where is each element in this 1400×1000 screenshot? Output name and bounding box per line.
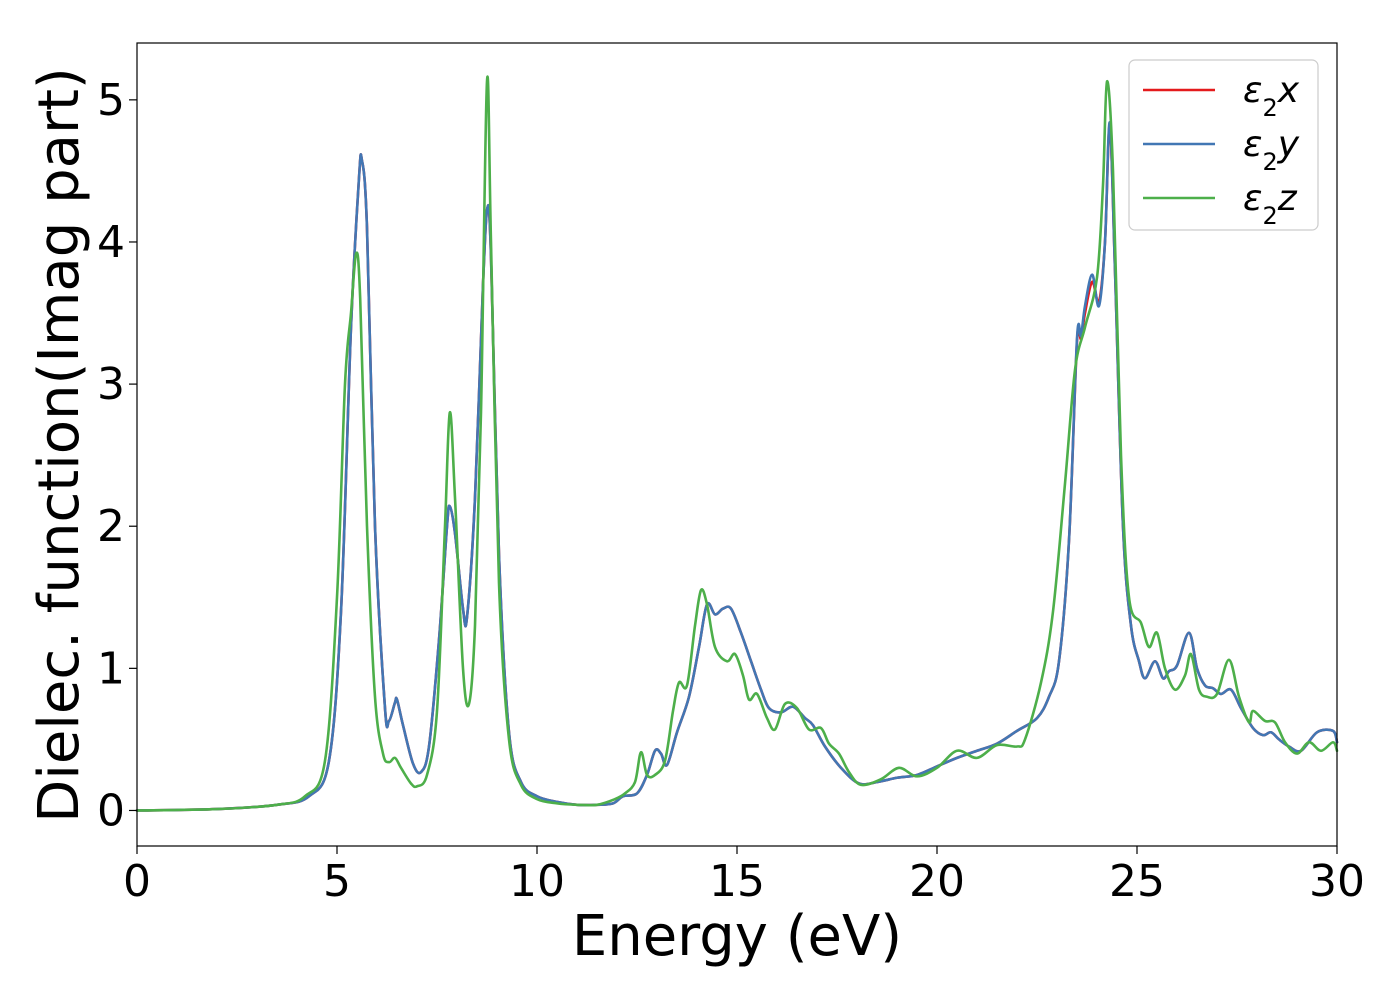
- x-tick-label: 0: [123, 856, 151, 907]
- legend-label-z: ε2z: [1243, 178, 1298, 230]
- x-tick-label: 30: [1309, 856, 1365, 907]
- y-tick-label: 3: [97, 359, 125, 410]
- x-axis: 0 5 10 15 20 25 30: [123, 846, 1365, 907]
- x-tick-label: 5: [323, 856, 351, 907]
- x-tick-label: 15: [709, 856, 765, 907]
- legend-box: [1128, 59, 1319, 231]
- x-tick-label: 25: [1109, 856, 1165, 907]
- series-line-y: [135, 121, 1339, 812]
- y-tick-label: 5: [97, 75, 125, 126]
- y-axis: 0 1 2 3 4 5: [97, 75, 137, 836]
- y-tick-label: 2: [97, 501, 125, 552]
- series-line-z: [135, 75, 1339, 812]
- x-tick-label: 20: [909, 856, 965, 907]
- x-axis-label: Energy (eV): [572, 904, 902, 969]
- series-group: [135, 75, 1339, 812]
- y-tick-label: 1: [97, 643, 125, 694]
- x-tick-label: 10: [509, 856, 565, 907]
- y-tick-label: 0: [97, 785, 125, 836]
- y-tick-label: 4: [97, 217, 125, 268]
- legend-label-x: ε2x: [1243, 70, 1300, 122]
- y-axis-label: Dielec. function(Imag part): [27, 67, 92, 823]
- legend-label-y: ε2y: [1243, 124, 1300, 176]
